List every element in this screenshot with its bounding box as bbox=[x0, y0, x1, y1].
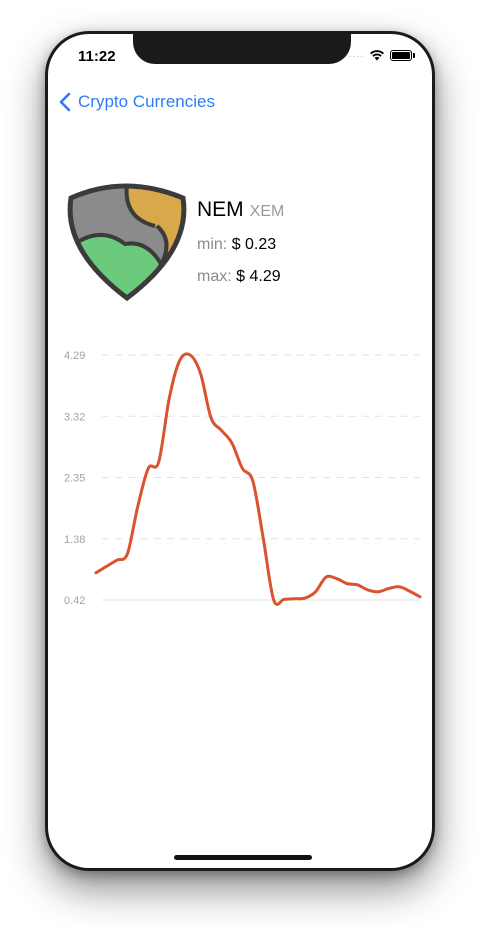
back-button[interactable]: Crypto Currencies bbox=[58, 92, 215, 112]
min-price: min: $ 0.23 bbox=[197, 236, 276, 254]
home-indicator[interactable] bbox=[174, 855, 312, 860]
y-tick-label: 1.38 bbox=[64, 534, 85, 546]
wifi-icon bbox=[370, 50, 384, 61]
coin-name: NEM XEM bbox=[197, 198, 284, 222]
y-tick-label: 0.42 bbox=[64, 595, 85, 607]
nem-logo-icon bbox=[67, 183, 187, 302]
back-button-label: Crypto Currencies bbox=[78, 92, 215, 111]
status-icons: .... bbox=[348, 49, 415, 61]
price-chart: 4.29 3.32 2.35 1.38 0.42 bbox=[64, 350, 422, 607]
min-value: $ 0.23 bbox=[231, 236, 277, 253]
status-time: 11:22 bbox=[78, 48, 116, 65]
coin-name-text: NEM bbox=[197, 198, 244, 221]
signal-icon: .... bbox=[348, 50, 364, 60]
chevron-left-icon bbox=[59, 92, 71, 112]
price-line bbox=[94, 352, 422, 606]
max-label: max: bbox=[197, 268, 232, 285]
max-price: max: $ 4.29 bbox=[197, 268, 281, 286]
min-label: min: bbox=[197, 236, 228, 253]
coin-symbol: XEM bbox=[249, 203, 285, 220]
y-tick-label: 3.32 bbox=[64, 411, 85, 423]
max-value: $ 4.29 bbox=[236, 268, 281, 285]
y-tick-label: 2.35 bbox=[64, 473, 85, 485]
y-tick-label: 4.29 bbox=[64, 350, 85, 362]
phone-frame: 11:22 .... Crypto Currencies bbox=[45, 31, 435, 871]
screen: 11:22 .... Crypto Currencies bbox=[48, 34, 432, 868]
battery-icon bbox=[390, 49, 415, 61]
notch bbox=[133, 34, 351, 64]
